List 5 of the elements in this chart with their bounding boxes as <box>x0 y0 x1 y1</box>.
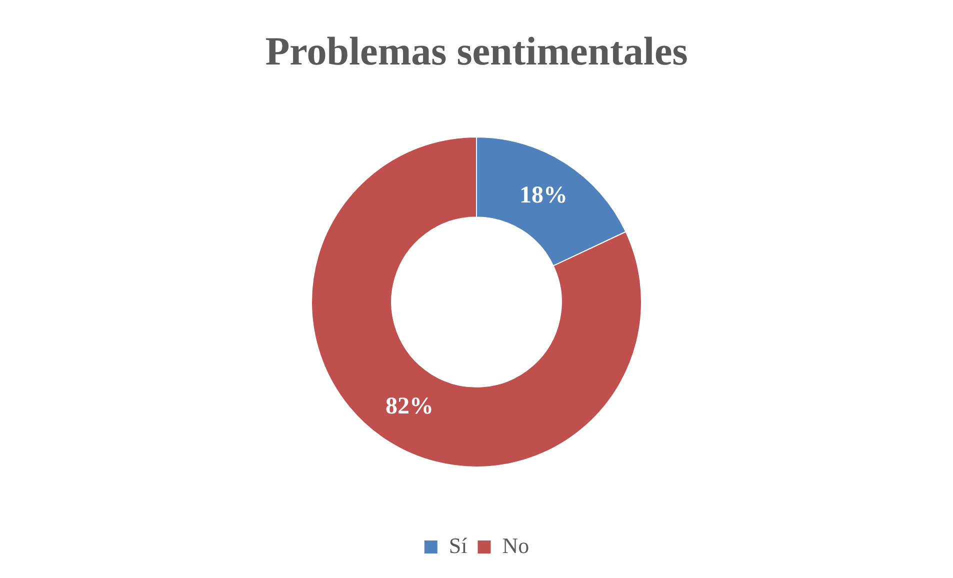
legend-label: Sí <box>448 532 468 558</box>
data-label: 82% <box>386 394 434 420</box>
chart-title: Problemas sentimentales <box>265 28 688 74</box>
legend-label: No <box>502 532 530 558</box>
data-label: 18% <box>519 182 568 209</box>
